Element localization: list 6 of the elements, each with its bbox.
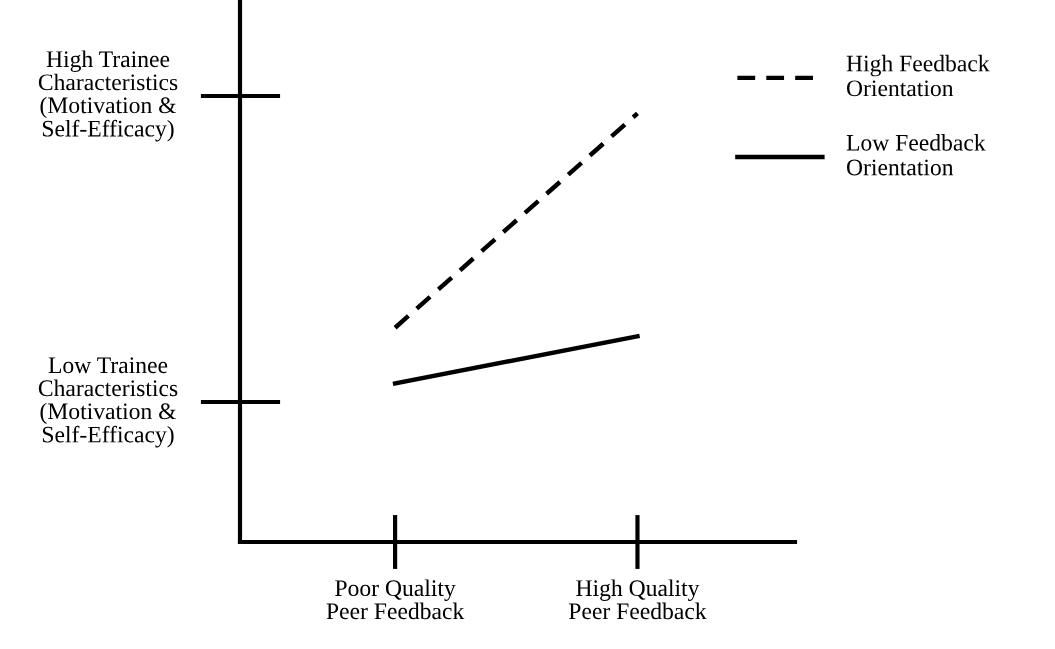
x-tick-label: Poor Quality Peer Feedback <box>326 579 465 620</box>
legend-label: High Feedback Orientation <box>846 54 990 97</box>
text: Low Trainee Characteristics (Motivation & Self-Efficacy) <box>38 357 178 448</box>
x-tick-label: High Quality Peer Feedback <box>568 579 707 620</box>
text: High Trainee Characteristics (Motivation & Self-Efficacy) <box>38 50 178 142</box>
legend-label: Low Feedback Orientation <box>846 134 986 176</box>
